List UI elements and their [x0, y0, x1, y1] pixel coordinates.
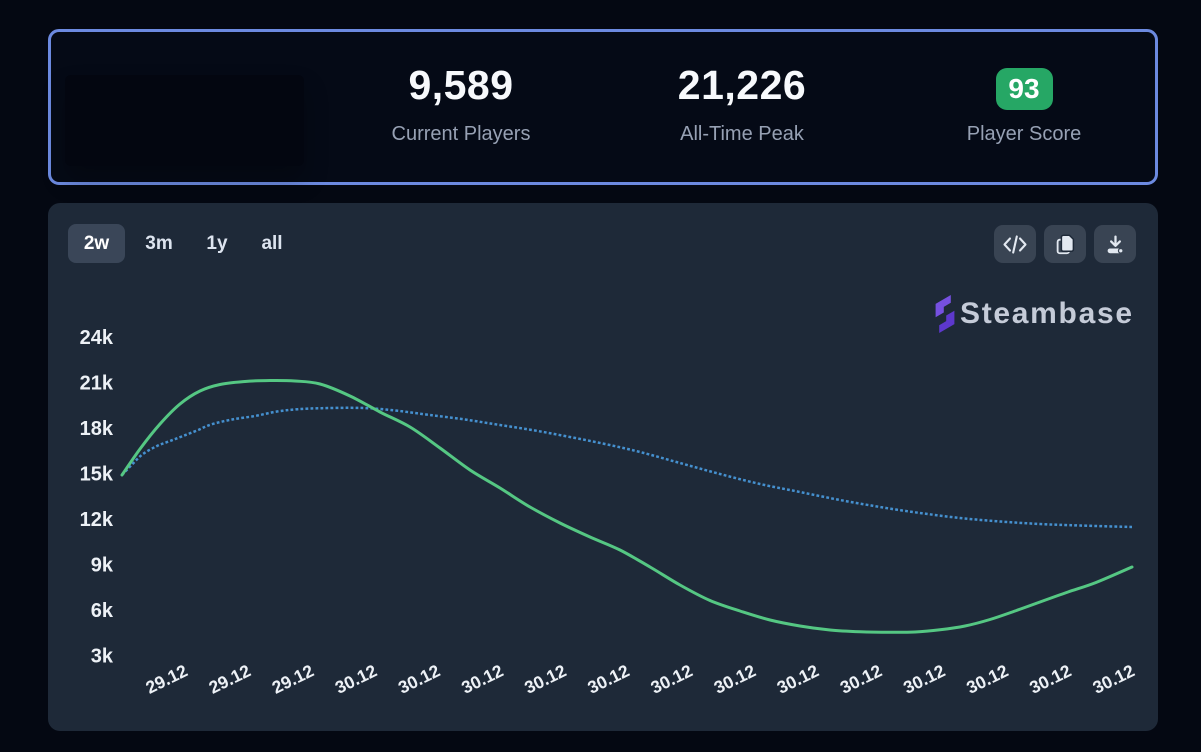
svg-text:3k: 3k	[91, 646, 114, 668]
svg-text:18k: 18k	[80, 418, 114, 440]
svg-text:24k: 24k	[80, 327, 114, 349]
svg-text:30.12: 30.12	[395, 660, 443, 697]
svg-text:6k: 6k	[91, 600, 114, 622]
svg-text:15k: 15k	[80, 464, 114, 486]
svg-text:12k: 12k	[80, 509, 114, 531]
svg-text:30.12: 30.12	[1026, 660, 1074, 697]
svg-text:29.12: 29.12	[142, 660, 190, 697]
svg-text:30.12: 30.12	[837, 660, 885, 697]
svg-text:30.12: 30.12	[963, 660, 1011, 697]
svg-text:30.12: 30.12	[521, 660, 569, 697]
svg-text:29.12: 29.12	[206, 660, 254, 697]
svg-text:30.12: 30.12	[711, 660, 759, 697]
svg-text:30.12: 30.12	[900, 660, 948, 697]
svg-text:9k: 9k	[91, 555, 114, 577]
svg-text:29.12: 29.12	[269, 660, 317, 697]
svg-text:30.12: 30.12	[647, 660, 695, 697]
svg-text:21k: 21k	[80, 373, 114, 395]
svg-text:30.12: 30.12	[332, 660, 380, 697]
svg-text:30.12: 30.12	[774, 660, 822, 697]
svg-text:30.12: 30.12	[1089, 660, 1137, 697]
svg-text:30.12: 30.12	[458, 660, 506, 697]
svg-text:30.12: 30.12	[584, 660, 632, 697]
